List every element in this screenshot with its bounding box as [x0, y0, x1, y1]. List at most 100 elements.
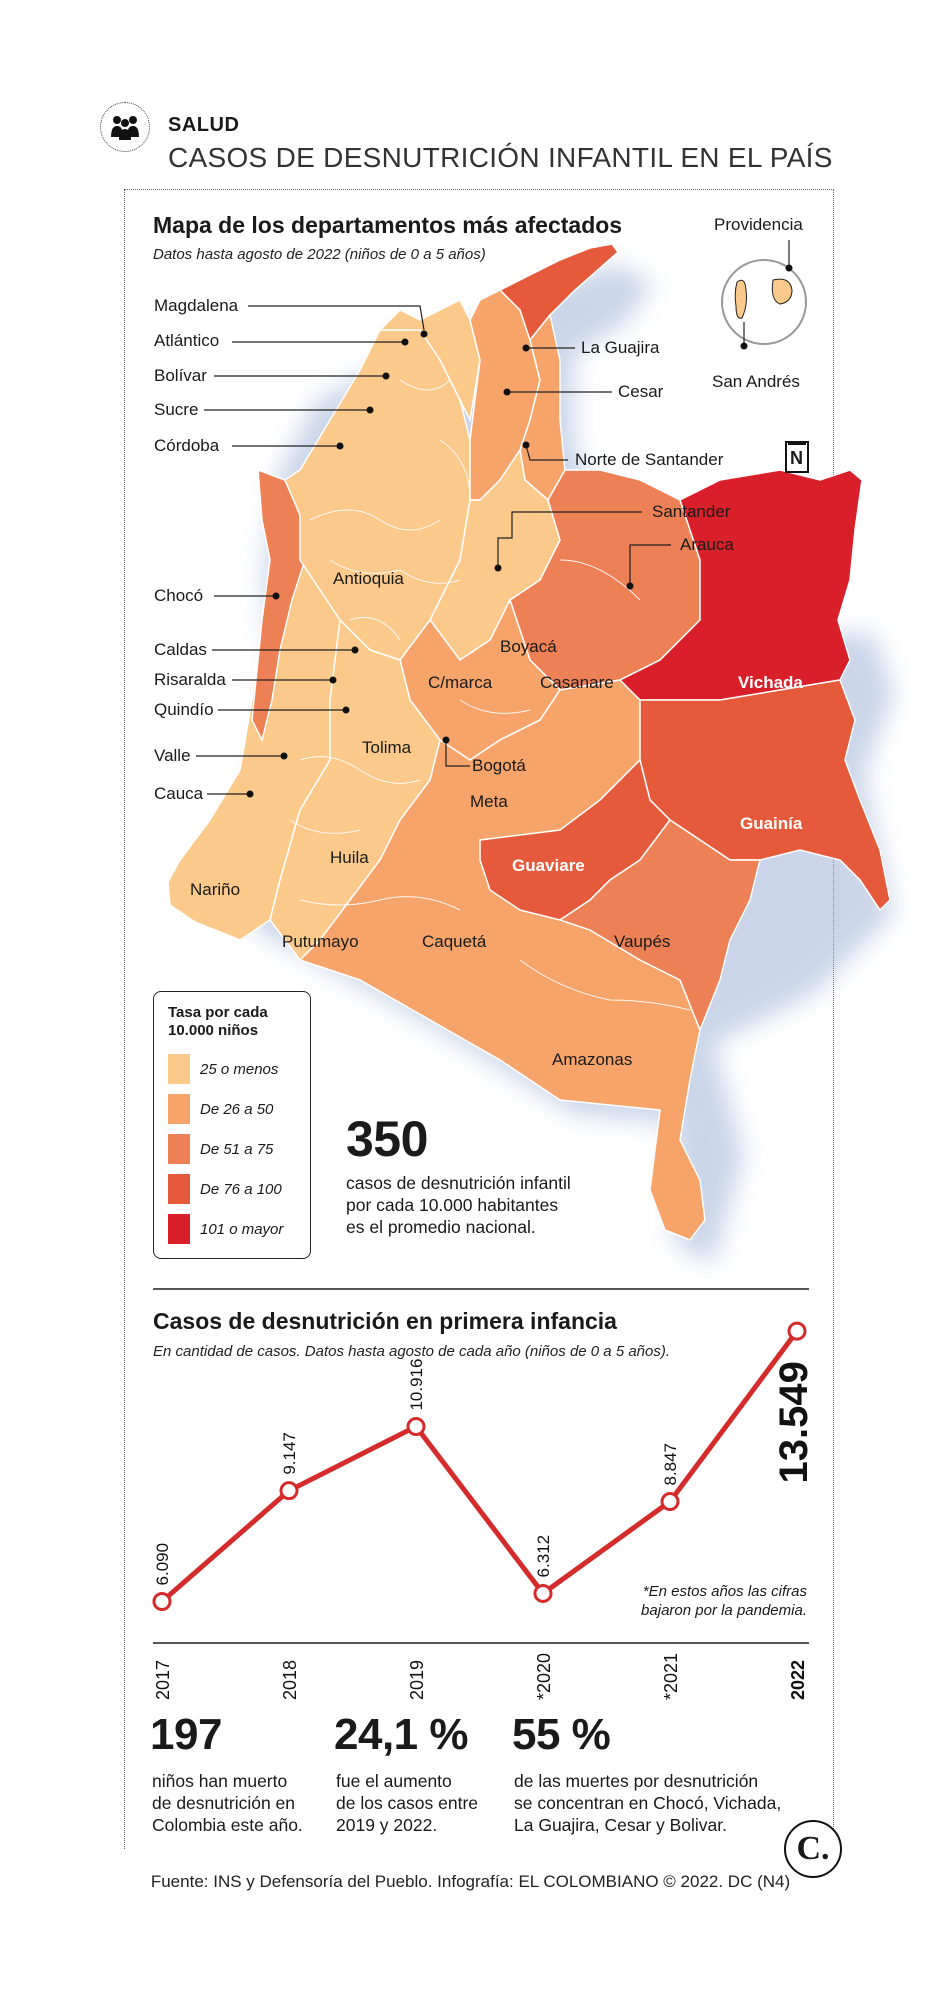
legend-swatch	[168, 1174, 190, 1204]
label-huila: Huila	[330, 848, 369, 867]
label-bolivar: Bolívar	[154, 366, 207, 385]
data-label: 9.147	[280, 1432, 299, 1475]
stat-number: 55 %	[512, 1710, 611, 1759]
el-colombiano-logo: C.	[784, 1820, 842, 1878]
chart-title: Casos de desnutrición en primera infanci…	[153, 1308, 617, 1334]
x-tick-label: 2018	[280, 1660, 300, 1700]
north-arrow-icon	[785, 441, 809, 473]
data-point	[660, 1492, 680, 1512]
data-point	[279, 1481, 299, 1501]
label-amazonas: Amazonas	[552, 1050, 633, 1069]
map-subtitle: Datos hasta agosto de 2022 (niños de 0 a…	[153, 246, 486, 263]
region-la-guajira	[479, 243, 620, 342]
label-caldas: Caldas	[154, 640, 207, 659]
national-average-line: por cada 10.000 habitantes	[346, 1195, 559, 1215]
islands-inset	[721, 240, 807, 350]
line-chart: 6.090 2017 9.147 2018 10.916 2019 6.312 *2020 8.…	[152, 1321, 816, 1700]
label-narino: Nariño	[190, 880, 241, 899]
label-quindio: Quindío	[154, 700, 214, 719]
map-legend: Tasa por cada 10.000 niños 25 o menos De…	[153, 991, 311, 1259]
legend-title-line2: 10.000 niños	[168, 1022, 259, 1039]
label-tolima: Tolima	[362, 738, 412, 757]
page-title: CASOS DE DESNUTRICIÓN INFANTIL EN EL PAÍ…	[168, 142, 833, 173]
note-line: bajaron por la pandemia.	[641, 1602, 807, 1619]
data-point	[787, 1321, 807, 1341]
label-dots	[246, 330, 634, 798]
label-boyaca: Boyacá	[500, 637, 557, 656]
legend-item: De 51 a 75	[168, 1134, 273, 1164]
section-divider	[153, 1288, 809, 1290]
people-icon	[100, 102, 150, 152]
legend-item: 101 o mayor	[168, 1214, 283, 1244]
data-point	[533, 1583, 553, 1603]
stat-line: fue el aumento	[336, 1771, 452, 1791]
chart-subtitle: En cantidad de casos. Datos hasta agosto…	[153, 1343, 671, 1360]
national-average-text: casos de desnutrición infantil por cada …	[346, 1172, 646, 1238]
label-bogota: Bogotá	[472, 756, 526, 775]
stat-line: niños han muerto	[152, 1771, 288, 1791]
stat-line: se concentran en Chocó, Vichada,	[514, 1793, 782, 1813]
label-atlantico: Atlántico	[154, 331, 220, 350]
map-title: Mapa de los departamentos más afectados	[153, 212, 623, 238]
data-label: 8.847	[661, 1443, 680, 1486]
label-magdalena: Magdalena	[154, 296, 239, 315]
label-valle: Valle	[154, 746, 191, 765]
department-borders	[289, 379, 691, 1011]
label-cesar: Cesar	[618, 382, 664, 401]
national-average-line: casos de desnutrición infantil	[346, 1173, 571, 1193]
legend-label: De 26 a 50	[200, 1100, 274, 1118]
label-choco: Chocó	[154, 586, 204, 605]
stat-line: de desnutrición en	[152, 1793, 296, 1813]
label-la-guajira: La Guajira	[581, 338, 660, 357]
legend-swatch	[168, 1094, 190, 1124]
legend-label: De 51 a 75	[200, 1140, 274, 1158]
label-vichada: Vichada	[738, 673, 803, 692]
data-label: 6.090	[153, 1543, 172, 1586]
legend-item: 25 o menos	[168, 1054, 278, 1084]
legend-label: 25 o menos	[200, 1060, 279, 1078]
label-norte-santander: Norte de Santander	[575, 450, 724, 469]
legend-item: De 76 a 100	[168, 1174, 282, 1204]
legend-label: De 76 a 100	[200, 1180, 282, 1198]
label-guainia: Guainía	[740, 814, 803, 833]
leader-lines	[196, 305, 671, 795]
infographic-frame	[124, 189, 834, 1849]
label-putumayo: Putumayo	[282, 932, 359, 951]
x-tick-label: *2021	[661, 1653, 681, 1700]
x-tick-label: 2019	[407, 1660, 427, 1700]
data-point	[406, 1417, 426, 1437]
colombia-map	[167, 240, 894, 1264]
national-average-number: 350	[346, 1111, 428, 1167]
legend-swatch	[168, 1054, 190, 1084]
stat-line: de las muertes por desnutrición	[514, 1771, 759, 1791]
series-line	[160, 1329, 800, 1604]
stat-description: de las muertes por desnutrición se conce…	[514, 1770, 781, 1836]
label-cordoba: Córdoba	[154, 436, 220, 455]
stat-description: niños han muerto de desnutrición en Colo…	[152, 1770, 303, 1836]
label-caqueta: Caquetá	[422, 932, 487, 951]
legend-title-line1: Tasa por cada	[168, 1004, 268, 1021]
stat-number: 24,1 %	[334, 1710, 468, 1759]
label-meta: Meta	[470, 792, 508, 811]
note-line: *En estos años las cifras	[642, 1583, 807, 1600]
pandemic-note: *En estos años las cifras bajaron por la…	[641, 1582, 807, 1620]
legend-swatch	[168, 1214, 190, 1244]
data-label: 10.916	[407, 1359, 426, 1411]
legend-label: 101 o mayor	[200, 1220, 284, 1238]
label-guaviare: Guaviare	[512, 856, 585, 875]
source-credit: Fuente: INS y Defensoría del Pueblo. Inf…	[150, 1872, 791, 1891]
label-arauca: Arauca	[680, 535, 734, 554]
label-cauca: Cauca	[154, 784, 204, 803]
stat-line: 2019 y 2022.	[336, 1815, 438, 1835]
label-casanare: Casanare	[540, 673, 614, 692]
stat-line: Colombia este año.	[152, 1815, 303, 1835]
label-santander: Santander	[652, 502, 731, 521]
label-vaupes: Vaupés	[614, 932, 671, 951]
data-label: 13.549	[772, 1361, 816, 1483]
north-letter: N	[790, 448, 803, 468]
legend-title: Tasa por cada 10.000 niños	[168, 1004, 268, 1040]
data-point	[152, 1591, 172, 1611]
region-vaupes	[558, 818, 761, 1033]
stat-description: fue el aumento de los casos entre 2019 y…	[336, 1770, 478, 1836]
national-average-line: es el promedio nacional.	[346, 1217, 536, 1237]
